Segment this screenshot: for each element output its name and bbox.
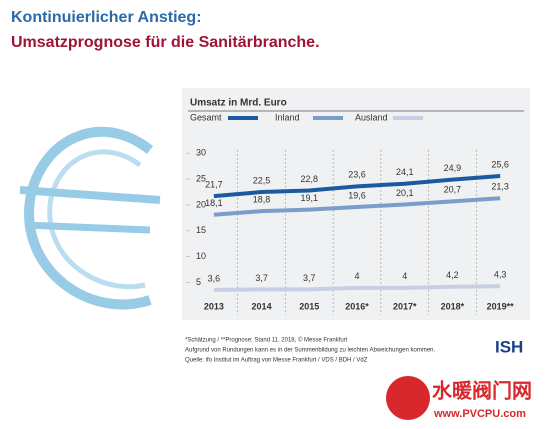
data-label: 3,7 [255, 273, 268, 283]
y-tick-label: 15 [196, 225, 206, 235]
legend-label: Gesamt [190, 112, 222, 122]
series-line [213, 196, 501, 217]
y-tick-label: 20 [196, 199, 206, 209]
axis-label: Umsatz in Mrd. Euro [190, 98, 287, 109]
legend-label: Inland [275, 112, 300, 122]
watermark-url: www.PVCPU.com [433, 408, 526, 420]
data-label: 4,3 [494, 270, 507, 280]
x-tick-label: 2014 [252, 301, 272, 311]
chart-panel [182, 88, 530, 320]
data-label: 4,2 [446, 270, 459, 280]
logo: ISH [495, 337, 523, 356]
data-label: 18,8 [253, 195, 271, 205]
chart-title: Kontinuierlicher Anstieg: [11, 9, 202, 26]
x-tick-label: 2018* [441, 301, 465, 311]
y-tick-label: 25 [196, 173, 206, 183]
data-label: 23,6 [348, 170, 366, 180]
data-label: 22,8 [301, 174, 319, 184]
data-label: 4 [402, 271, 407, 281]
x-tick-label: 2017* [393, 301, 417, 311]
note: Quelle: ifo Institut im Auftrag von Mess… [185, 358, 368, 364]
y-tick-label: 10 [196, 251, 206, 261]
data-label: 21,7 [205, 180, 223, 190]
x-tick-label: 2013 [204, 301, 224, 311]
data-label: 19,1 [301, 193, 319, 203]
data-label: 4 [354, 271, 359, 281]
note: *Schätzung / **Prognose; Stand 11. 2018,… [185, 337, 348, 344]
y-tick-label: 30 [196, 148, 206, 158]
x-tick-label: 2016* [345, 301, 369, 311]
legend-label: Ausland [355, 112, 388, 122]
y-tick-label: 5 [196, 277, 201, 287]
series-line [213, 284, 501, 292]
data-label: 20,7 [444, 185, 462, 195]
data-label: 24,9 [444, 163, 462, 173]
water-splash [19, 126, 161, 310]
data-label: 3,6 [208, 273, 221, 283]
data-label: 3,7 [303, 273, 316, 283]
x-tick-label: 2019** [487, 301, 515, 311]
note: Aufgrund von Rundungen kann es in der Su… [185, 348, 435, 354]
watermark: 水暖阀门网 [432, 378, 532, 402]
data-label: 20,1 [396, 188, 414, 198]
chart-subtitle: Umsatzprognose für die Sanitärbranche. [11, 34, 320, 51]
data-label: 18,1 [205, 198, 223, 208]
data-label: 22,5 [253, 175, 271, 185]
watermark-icon [386, 376, 430, 420]
data-label: 21,3 [491, 182, 509, 192]
x-tick-label: 2015 [299, 301, 319, 311]
data-label: 24,1 [396, 167, 414, 177]
series-line [213, 173, 501, 199]
data-label: 25,6 [491, 159, 509, 169]
data-label: 19,6 [348, 190, 366, 200]
